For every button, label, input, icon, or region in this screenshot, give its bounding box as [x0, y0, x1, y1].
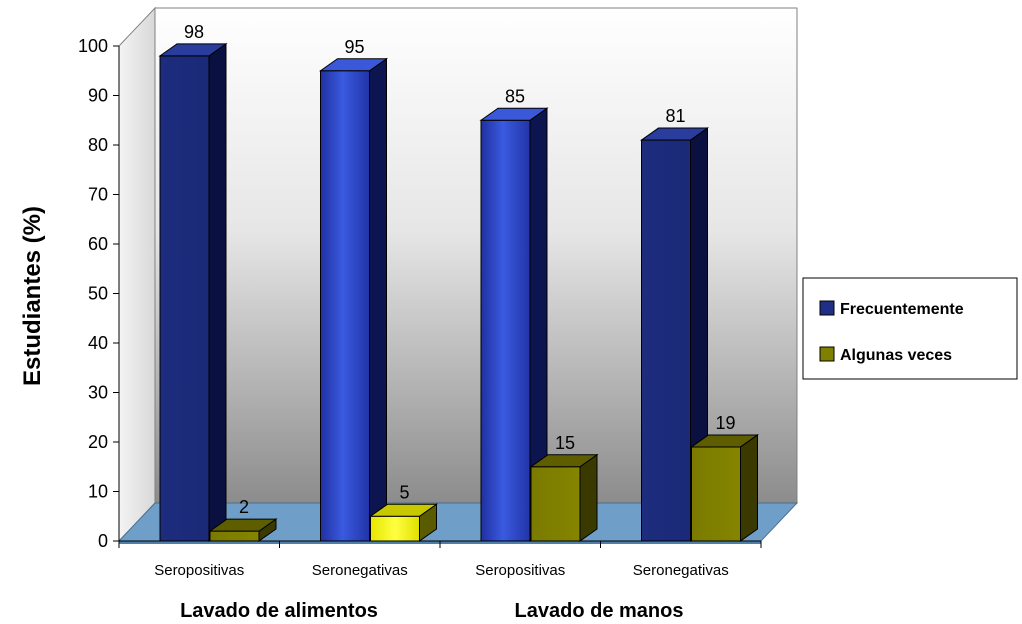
- category-label: Seropositivas: [475, 562, 565, 579]
- bar-top: [639, 127, 710, 141]
- y-tick-label: 50: [88, 284, 108, 304]
- y-tick-label: 20: [88, 432, 108, 452]
- data-label: 81: [665, 106, 685, 126]
- legend-box: [802, 277, 1018, 380]
- y-tick-label: 90: [88, 86, 108, 106]
- bar-top: [689, 434, 760, 448]
- y-tick-label: 80: [88, 135, 108, 155]
- data-label: 85: [505, 86, 525, 106]
- bar-algunas-veces-1: 5: [368, 482, 439, 542]
- legend-swatch-algunas-veces: [819, 346, 835, 362]
- y-ticks: 0 10 20 30 40 50 60 70 80 90 100: [78, 36, 119, 551]
- bar-frecuentemente-2: 85: [479, 86, 549, 542]
- bar-side: [208, 42, 227, 542]
- bar-frecuentemente-3: 81: [639, 106, 710, 542]
- category-label: Seronegativas: [312, 562, 408, 579]
- bar-algunas-veces-0: 2: [208, 497, 278, 542]
- data-label: 2: [239, 497, 249, 517]
- bar-front: [159, 55, 210, 542]
- group-label-1: Lavado de manos: [515, 600, 684, 622]
- data-label: 95: [344, 37, 364, 57]
- bar-side: [740, 433, 758, 542]
- category-labels: Seropositivas Seronegativas Seropositivas S…: [154, 562, 728, 579]
- bar-frecuentemente-1: 95: [318, 37, 389, 542]
- bar-top: [368, 503, 439, 517]
- legend-label-frecuentemente: Frecuentemente: [840, 301, 964, 318]
- category-label: Seronegativas: [633, 562, 729, 579]
- bar-top: [318, 58, 389, 72]
- bar-front: [641, 139, 691, 542]
- data-label: 98: [184, 22, 204, 42]
- bar-top: [479, 107, 549, 121]
- bar-front: [691, 446, 741, 542]
- y-tick-label: 60: [88, 234, 108, 254]
- y-tick-label: 10: [88, 482, 108, 502]
- bar-front: [370, 515, 420, 542]
- bar-front: [530, 466, 581, 542]
- bar-algunas-veces-2: 15: [529, 433, 599, 542]
- group-label-0: Lavado de alimentos: [180, 600, 378, 622]
- data-label: 5: [399, 482, 409, 502]
- bar-side: [579, 453, 598, 542]
- bar-front: [209, 530, 260, 542]
- y-tick-label: 100: [78, 36, 108, 56]
- bar-top: [529, 454, 599, 468]
- bar-front: [320, 70, 370, 542]
- side-wall: [118, 6, 156, 543]
- data-label: 15: [555, 433, 575, 453]
- y-tick-label: 30: [88, 383, 108, 403]
- bar-front: [480, 119, 531, 542]
- bar-side: [369, 57, 387, 542]
- bar-algunas-veces-3: 19: [689, 413, 760, 542]
- bar-top: [208, 518, 278, 532]
- x-ticks: [118, 541, 762, 548]
- bars: 98 2 95 5 85 15 81 19: [158, 22, 760, 542]
- bar-frecuentemente-0: 98: [158, 22, 228, 542]
- y-tick-label: 70: [88, 185, 108, 205]
- legend-swatch-frecuentemente: [819, 300, 835, 316]
- bar-top: [158, 43, 228, 57]
- y-tick-label: 40: [88, 333, 108, 353]
- y-axis-title: Estudiantes (%): [19, 206, 46, 386]
- category-label: Seropositivas: [154, 562, 244, 579]
- data-label: 19: [715, 413, 735, 433]
- y-tick-label: 0: [98, 531, 108, 551]
- legend: Frecuentemente Algunas veces: [802, 277, 1018, 380]
- legend-label-algunas-veces: Algunas veces: [840, 347, 952, 364]
